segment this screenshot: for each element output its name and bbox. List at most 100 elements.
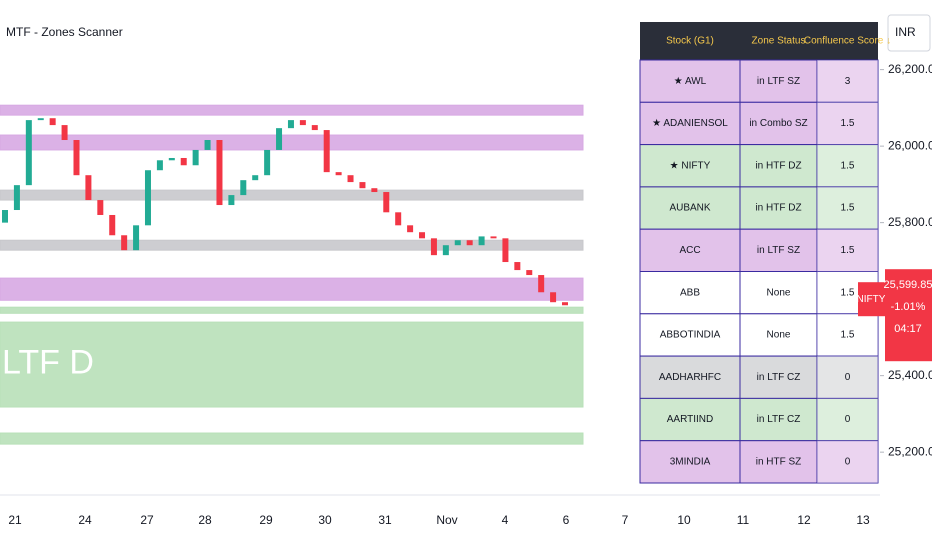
score-tint	[817, 313, 878, 357]
table-cell: ABB	[680, 287, 700, 298]
candle-body	[383, 192, 390, 213]
table-cell: ★ ADANIENSOL	[652, 118, 728, 129]
candle-body	[180, 157, 187, 166]
candle-body	[335, 172, 342, 176]
table-cell: None	[767, 330, 791, 341]
zone	[0, 104, 584, 116]
candle-body	[550, 292, 557, 303]
table-cell: in LTF CZ	[757, 372, 801, 383]
score-tint	[817, 356, 878, 399]
candle-body	[287, 120, 294, 129]
x-tick-label: 6	[563, 513, 570, 527]
candle-body	[299, 120, 306, 126]
change: -1.01%	[891, 301, 926, 313]
candle-body	[466, 240, 473, 246]
candle-body	[204, 140, 211, 150]
table-cell: AADHARHFC	[659, 372, 721, 383]
candle-body	[442, 245, 449, 256]
candle-body	[121, 235, 128, 251]
x-tick-label: 21	[8, 513, 22, 527]
candle-body	[13, 185, 20, 211]
table-cell-bg	[639, 313, 741, 357]
candle-body	[240, 180, 247, 196]
table-cell-bg	[816, 397, 879, 442]
table-cell-bg	[639, 144, 741, 188]
table-cell: ACC	[679, 245, 700, 256]
score-tint	[817, 229, 878, 272]
zone	[0, 432, 584, 445]
currency: INR	[895, 25, 916, 39]
table-cell-bg	[639, 355, 741, 399]
table-cell: 0	[845, 372, 851, 383]
countdown: 04:17	[894, 323, 922, 335]
candle-body	[311, 125, 318, 131]
candle-body	[371, 188, 378, 193]
table-cell-bg	[816, 440, 879, 484]
table-cell-bg	[639, 397, 741, 442]
table-cell-bg	[639, 101, 741, 146]
table-cell: 0	[845, 456, 851, 467]
candle-body	[502, 238, 509, 263]
candle-body	[407, 225, 414, 233]
x-tick-label: 24	[78, 513, 92, 527]
candle-body	[25, 120, 32, 186]
x-tick-label: 30	[318, 513, 332, 527]
candle-body	[85, 175, 92, 201]
candle-body	[419, 232, 426, 239]
table-cell-bg	[739, 440, 818, 484]
table-cell: 1.5	[841, 160, 855, 171]
candle-body	[252, 175, 259, 181]
table-cell-bg	[816, 144, 879, 188]
table-cell: in Combo SZ	[749, 118, 807, 129]
table-header-cell: Confluence Score ↓	[804, 36, 891, 47]
y-tick-label: 25,800.00	[888, 215, 932, 229]
candle-body	[526, 270, 533, 276]
table-cell: 1.5	[841, 203, 855, 214]
candle-body	[264, 149, 271, 176]
zone-label: LTF D	[2, 344, 94, 382]
table-cell: in LTF CZ	[757, 414, 801, 425]
price: 25,599.85	[884, 279, 932, 291]
zone	[0, 189, 584, 201]
candle-body	[73, 140, 80, 176]
candle-body	[514, 262, 521, 271]
table-cell: ABBOTINDIA	[660, 330, 721, 341]
x-tick-label: 10	[677, 513, 691, 527]
candle-body	[133, 225, 140, 251]
zone	[0, 321, 584, 408]
candle-body	[2, 210, 8, 223]
candle-body	[538, 275, 545, 293]
candle-body	[478, 236, 485, 246]
candle-body	[562, 302, 568, 306]
table-cell: 1.5	[841, 330, 855, 341]
table-cell: in HTF DZ	[755, 203, 801, 214]
symbol-tag	[858, 282, 885, 317]
currency-button[interactable]	[887, 14, 931, 52]
x-tick-label: 29	[259, 513, 273, 527]
candle-body	[156, 160, 163, 171]
y-tick-label: 26,200.00	[888, 62, 932, 76]
symbol-tag-text: NIFTY	[857, 294, 886, 305]
x-tick-label: 4	[502, 513, 509, 527]
y-tick-label: 25,400.00	[888, 368, 932, 382]
table-cell: in LTF SZ	[757, 76, 800, 87]
x-tick-label: Nov	[436, 513, 457, 527]
x-tick-label: 11	[737, 513, 750, 527]
score-tint	[817, 60, 878, 103]
table-cell-bg	[639, 440, 741, 484]
candle-body	[49, 118, 56, 126]
candle-body	[430, 238, 437, 256]
candle-body	[228, 195, 235, 206]
table-cell: 3MINDIA	[670, 456, 711, 467]
x-tick-label: 31	[378, 513, 392, 527]
table-cell-bg	[816, 59, 879, 103]
indicator-title: MTF - Zones Scanner	[6, 25, 123, 39]
table-cell-bg	[639, 228, 741, 272]
zone	[0, 277, 584, 301]
x-tick-label: 12	[797, 513, 811, 527]
table-cell: 0	[845, 414, 851, 425]
candle-body	[192, 149, 199, 166]
table-cell: 1.5	[841, 245, 855, 256]
table-cell: ★ AWL	[674, 76, 707, 87]
